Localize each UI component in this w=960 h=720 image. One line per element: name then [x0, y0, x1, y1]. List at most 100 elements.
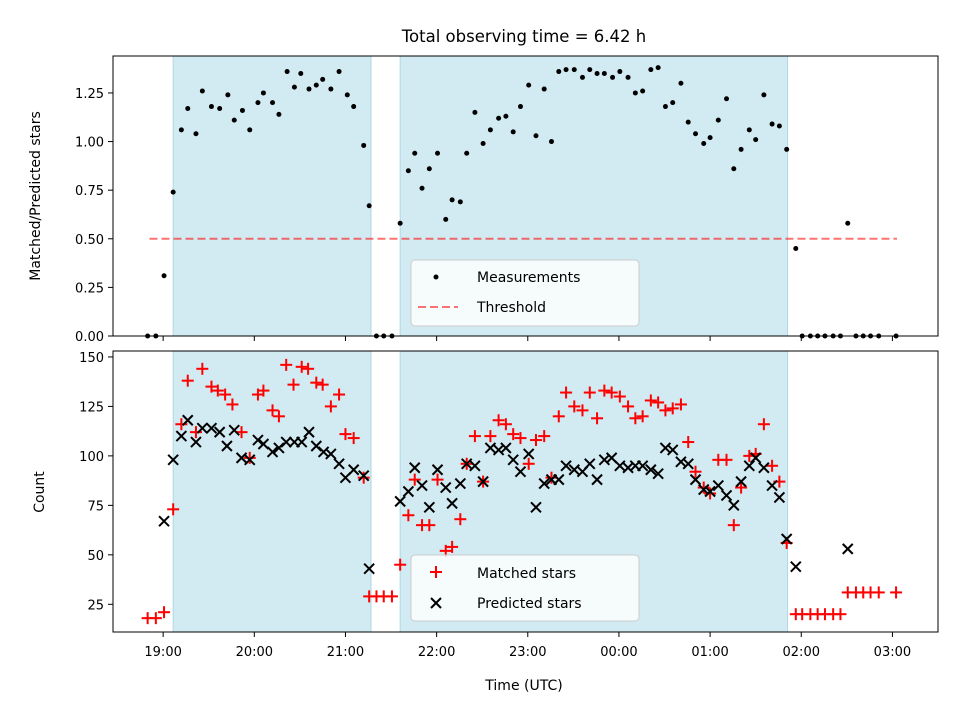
- predicted-star-point: [213, 426, 226, 438]
- measurement-point: [336, 69, 342, 75]
- measurement-point: [397, 220, 403, 226]
- predicted-star-point: [244, 454, 256, 466]
- x-tick-label: 03:00: [874, 645, 911, 660]
- matched-star-point: [507, 428, 520, 441]
- predicted-star-point: [266, 446, 279, 458]
- predicted-star-point: [614, 460, 626, 472]
- predicted-star-point: [538, 477, 550, 490]
- predicted-star-point: [773, 491, 786, 504]
- matched-star-point: [408, 473, 421, 486]
- measurement-point: [724, 96, 730, 102]
- count-legend-box: [410, 554, 640, 622]
- x-tick-label: 00:00: [600, 645, 637, 660]
- count-y-axis-ticks: 25 50 75 100 125 150: [79, 351, 113, 613]
- matched-star-point: [499, 418, 512, 431]
- matched-star-point: [697, 481, 710, 494]
- matched-star-point: [484, 430, 497, 443]
- y-tick-label: 75: [87, 499, 104, 514]
- matched-star-point: [394, 558, 407, 571]
- legend-predicted-stars-label: Predicted stars: [477, 596, 582, 612]
- measurement-point: [610, 74, 616, 80]
- matched-star-point: [423, 519, 436, 532]
- measurement-point: [563, 67, 569, 73]
- predicted-star-point: [682, 458, 694, 470]
- matched-star-point: [529, 434, 542, 447]
- measurement-point: [361, 142, 367, 148]
- matched-star-point: [468, 430, 481, 443]
- matched-star-point: [560, 386, 573, 399]
- matched-star-point: [666, 402, 679, 415]
- matched-star-point: [219, 388, 232, 401]
- matched-star-point: [205, 380, 218, 393]
- predicted-star-point: [514, 466, 527, 478]
- measurement-point: [193, 131, 199, 137]
- matched-star-point: [287, 378, 300, 391]
- measurement-point: [270, 100, 276, 106]
- measurement-point: [731, 166, 737, 172]
- measurement-point: [662, 104, 668, 110]
- matched-star-point: [266, 404, 279, 417]
- chart-title: Total observing time = 6.42 h: [401, 27, 646, 46]
- y-tick-label: 100: [79, 450, 104, 465]
- matched-star-point: [196, 362, 209, 375]
- ratio-legend-box: [410, 259, 640, 327]
- y-tick-label: 25: [87, 598, 104, 613]
- y-tick-label: 125: [79, 400, 104, 415]
- measurement-point: [701, 141, 707, 146]
- measurement-point: [738, 146, 744, 152]
- matched-star-point: [704, 487, 717, 500]
- measurement-point: [426, 166, 432, 172]
- matched-star-point: [598, 384, 611, 397]
- measurement-point: [670, 100, 676, 106]
- x-tick-label: 02:00: [783, 645, 820, 660]
- matched-star-point: [682, 436, 695, 449]
- observing-band: [173, 351, 371, 632]
- measurement-point: [579, 74, 585, 80]
- measurement-point: [761, 92, 767, 98]
- x-tick-label: 20:00: [236, 645, 273, 660]
- predicted-star-point: [584, 458, 596, 470]
- measurement-point: [161, 273, 167, 279]
- x-tick-label: 21:00: [327, 645, 364, 660]
- measurement-point: [480, 141, 486, 146]
- measurement-point: [306, 86, 312, 92]
- legend-measurements-label: Measurements: [477, 270, 580, 286]
- matched-star-point: [538, 430, 551, 443]
- matched-star-point: [149, 612, 162, 625]
- matched-star-point: [446, 540, 459, 553]
- predicted-star-point: [228, 424, 240, 436]
- measurement-point: [457, 199, 463, 205]
- matched-star-point: [622, 400, 635, 413]
- matched-star-point: [659, 404, 672, 417]
- predicted-star-point: [645, 464, 657, 476]
- matched-star-point: [766, 459, 779, 472]
- matched-star-point: [652, 396, 665, 409]
- measurement-point: [510, 129, 516, 135]
- measurement-point: [443, 216, 449, 222]
- matched-star-point: [243, 451, 256, 464]
- measurement-point: [472, 109, 478, 115]
- matched-star-point: [211, 384, 224, 397]
- measurement-point: [405, 168, 411, 174]
- measurement-point: [617, 69, 623, 75]
- predicted-star-point: [667, 444, 679, 456]
- y-tick-label: 0.50: [75, 233, 104, 248]
- predicted-star-point: [182, 414, 194, 426]
- measurement-point: [170, 189, 176, 195]
- measurement-point: [648, 67, 654, 73]
- predicted-star-point: [280, 436, 292, 448]
- matched-star-point: [167, 503, 180, 516]
- measurement-point: [320, 76, 326, 82]
- ratio-legend: Measurements Threshold: [410, 259, 640, 327]
- x-tick-label: 01:00: [691, 645, 728, 660]
- predicted-star-point: [735, 475, 747, 488]
- measurement-point: [678, 80, 684, 86]
- matched-star-point: [552, 410, 565, 423]
- count-panel: 25 50 75 100 125 150 19:00 20:00 21:00 22:00 23:0…: [32, 350, 939, 694]
- measurement-point: [655, 65, 661, 71]
- predicted-star-point: [780, 533, 793, 545]
- predicted-star-point: [423, 501, 436, 514]
- matched-star-point: [636, 410, 649, 423]
- measurement-point: [753, 137, 759, 143]
- predicted-star-point: [295, 436, 308, 448]
